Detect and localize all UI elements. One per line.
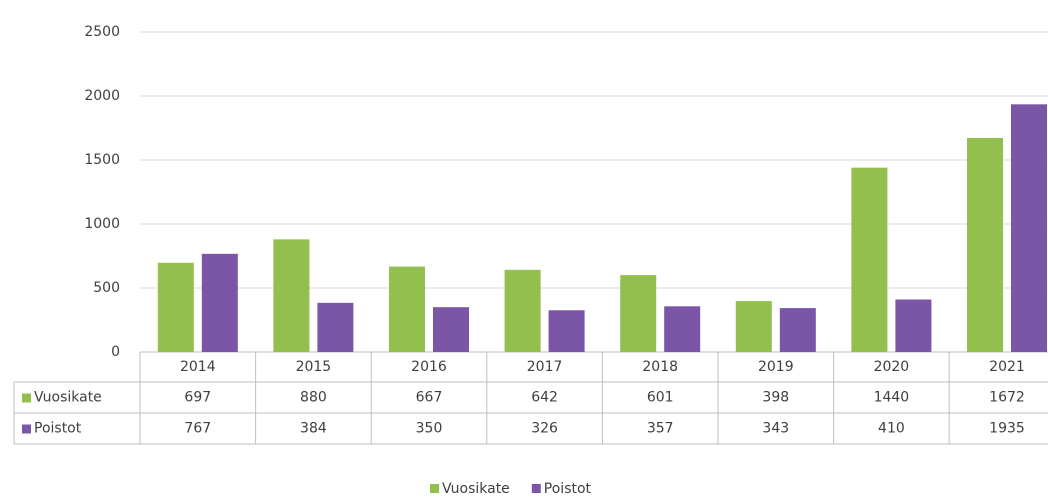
y-tick-label: 2000 xyxy=(84,88,120,104)
x-tick-label: 2014 xyxy=(180,359,216,375)
bar xyxy=(779,308,816,352)
bar xyxy=(851,167,888,352)
x-tick-label: 2016 xyxy=(411,359,447,375)
y-tick-label: 500 xyxy=(93,280,120,296)
bar xyxy=(157,262,194,352)
bar xyxy=(389,266,425,352)
table-cell: 642 xyxy=(531,390,558,406)
x-tick-label: 2015 xyxy=(296,359,332,375)
table-cell: 880 xyxy=(300,390,327,406)
y-tick-label: 1000 xyxy=(84,216,120,232)
table-cell: 384 xyxy=(300,421,327,437)
bar xyxy=(967,137,1003,352)
x-tick-label: 2021 xyxy=(989,359,1025,375)
bar xyxy=(664,306,701,352)
table-cell: 398 xyxy=(762,390,789,406)
table-cell: 667 xyxy=(416,390,443,406)
table-cell: 1935 xyxy=(989,421,1025,437)
table-row-label: Vuosikate xyxy=(34,390,102,406)
table-cell: 601 xyxy=(647,390,674,406)
y-tick-label: 1500 xyxy=(84,152,120,168)
table-row-label: Poistot xyxy=(34,421,82,437)
table-cell: 343 xyxy=(762,421,789,437)
bar xyxy=(273,239,310,352)
table-legend-key xyxy=(22,393,31,403)
y-tick-label: 0 xyxy=(111,344,120,360)
x-tick-label: 2017 xyxy=(527,359,563,375)
bar xyxy=(433,307,469,352)
legend-key xyxy=(531,484,541,493)
bar xyxy=(504,269,541,352)
table-cell: 350 xyxy=(416,421,443,437)
bar xyxy=(620,275,657,352)
table-cell: 767 xyxy=(184,421,211,437)
bar xyxy=(317,302,354,352)
legend-label: Poistot xyxy=(544,481,592,497)
table-legend-key xyxy=(22,424,31,434)
y-tick-label: 2500 xyxy=(84,24,120,40)
bar xyxy=(735,301,772,352)
table-cell: 1440 xyxy=(874,390,910,406)
bar xyxy=(895,299,932,352)
x-tick-label: 2020 xyxy=(874,359,910,375)
bar xyxy=(1011,104,1047,352)
table-cell: 410 xyxy=(878,421,905,437)
bar xyxy=(201,253,238,352)
table-cell: 326 xyxy=(531,421,558,437)
x-tick-label: 2019 xyxy=(758,359,794,375)
x-tick-label: 2018 xyxy=(642,359,678,375)
bar xyxy=(548,310,585,352)
legend-label: Vuosikate xyxy=(442,481,510,497)
table-cell: 697 xyxy=(184,390,211,406)
table-cell: 357 xyxy=(647,421,674,437)
table-cell: 1672 xyxy=(989,390,1025,406)
legend-key xyxy=(430,484,439,493)
